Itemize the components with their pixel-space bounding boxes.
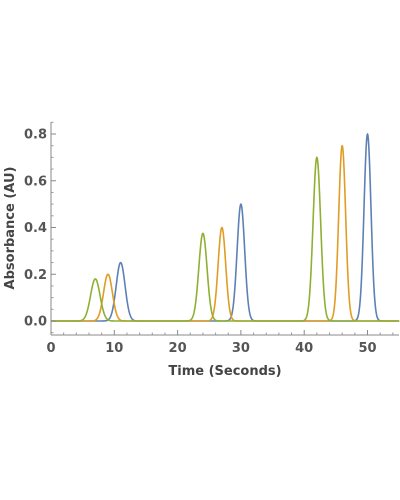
series-line-2 xyxy=(50,144,400,322)
x-axis-title: Time (Seconds) xyxy=(168,364,281,379)
x-tick-label: 20 xyxy=(169,341,187,356)
y-tick-label: 0.4 xyxy=(24,221,47,236)
y-tick-label: 0.6 xyxy=(24,174,47,189)
y-tick-label: 0.2 xyxy=(24,268,47,283)
y-axis-title: Absorbance (AU) xyxy=(3,167,18,290)
y-tick-label: 0.8 xyxy=(24,128,47,143)
x-tick-label: 0 xyxy=(46,341,55,356)
series-line-3 xyxy=(50,156,400,322)
axes-layer: 0 10 20 30 40 50 0.0 0.2 0.4 0.6 0.8 xyxy=(24,121,399,356)
y-tick-label: 0.0 xyxy=(24,315,47,330)
x-tick-label: 30 xyxy=(232,341,250,356)
x-tick-label: 10 xyxy=(105,341,123,356)
x-tick-label: 50 xyxy=(358,341,376,356)
x-tick-label: 40 xyxy=(295,341,313,356)
series-layer xyxy=(50,133,400,322)
